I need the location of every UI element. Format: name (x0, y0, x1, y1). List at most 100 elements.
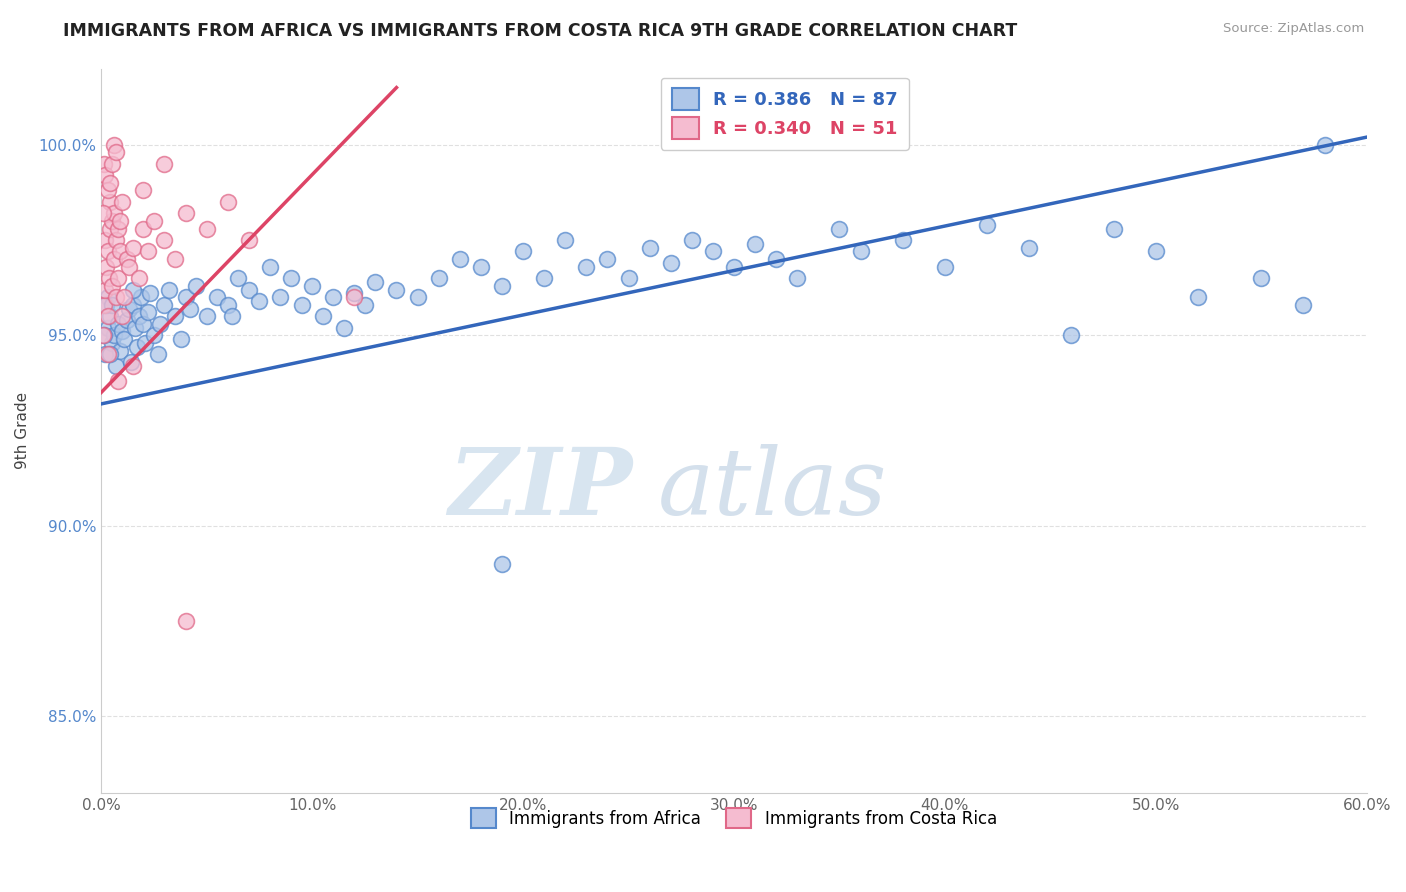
Point (427, 271, 450, 285)
Point (217, 298, 239, 312)
Point (96, 244, 118, 259)
Point (104, 233, 127, 247)
Text: Source: ZipAtlas.com: Source: ZipAtlas.com (1223, 22, 1364, 36)
Point (1144, 244, 1167, 259)
Point (226, 271, 249, 285)
Point (103, 252, 125, 266)
Point (93, 328, 115, 343)
Point (343, 286, 366, 301)
Point (1187, 290, 1209, 304)
Point (221, 310, 243, 324)
Text: atlas: atlas (658, 443, 887, 533)
Point (157, 283, 180, 297)
Point (238, 233, 260, 247)
Point (174, 206, 197, 220)
Point (146, 347, 169, 361)
Point (111, 194, 134, 209)
Point (100, 157, 122, 171)
Point (353, 298, 375, 312)
Point (247, 293, 270, 308)
Point (491, 557, 513, 571)
Text: IMMIGRANTS FROM AFRICA VS IMMIGRANTS FROM COSTA RICA 9TH GRADE CORRELATION CHART: IMMIGRANTS FROM AFRICA VS IMMIGRANTS FRO… (63, 22, 1018, 40)
Point (124, 320, 146, 334)
Legend: Immigrants from Africa, Immigrants from Costa Rica: Immigrants from Africa, Immigrants from … (464, 801, 1004, 835)
Point (91, 206, 114, 220)
Point (174, 290, 197, 304)
Point (343, 290, 366, 304)
Point (107, 271, 129, 285)
Point (681, 233, 703, 247)
Point (723, 260, 745, 274)
Point (104, 290, 127, 304)
Point (120, 355, 142, 369)
Point (128, 271, 150, 285)
Point (108, 214, 131, 228)
Point (112, 332, 135, 346)
Point (121, 283, 143, 297)
Point (301, 278, 323, 293)
Point (100, 335, 122, 350)
Point (98, 176, 121, 190)
Point (322, 290, 344, 304)
Point (94, 347, 117, 361)
Point (112, 290, 135, 304)
Point (195, 221, 218, 235)
Point (134, 335, 156, 350)
Point (115, 313, 138, 327)
Point (1102, 221, 1125, 235)
Y-axis label: 9th Grade: 9th Grade (15, 392, 30, 469)
Point (1250, 271, 1272, 285)
Point (111, 325, 134, 339)
Text: ZIP: ZIP (449, 443, 633, 533)
Point (1313, 137, 1336, 152)
Point (93, 157, 115, 171)
Point (125, 340, 148, 354)
Point (153, 233, 176, 247)
Point (96, 347, 118, 361)
Point (128, 310, 150, 324)
Point (891, 233, 914, 247)
Point (174, 614, 197, 628)
Point (512, 244, 534, 259)
Point (115, 252, 138, 266)
Point (163, 310, 186, 324)
Point (96, 310, 118, 324)
Point (107, 221, 129, 235)
Point (269, 290, 291, 304)
Point (205, 290, 228, 304)
Point (96, 290, 118, 304)
Point (132, 221, 155, 235)
Point (136, 305, 159, 319)
Point (828, 221, 851, 235)
Point (121, 241, 143, 255)
Point (94, 283, 117, 297)
Point (575, 260, 598, 274)
Point (170, 332, 193, 346)
Point (98, 310, 121, 324)
Point (107, 317, 129, 331)
Point (142, 214, 165, 228)
Point (744, 236, 766, 251)
Point (406, 290, 429, 304)
Point (184, 278, 207, 293)
Point (1018, 241, 1040, 255)
Point (142, 328, 165, 343)
Point (121, 298, 143, 312)
Point (332, 320, 354, 334)
Point (91, 328, 114, 343)
Point (259, 260, 281, 274)
Point (290, 298, 312, 312)
Point (117, 301, 139, 316)
Point (136, 244, 159, 259)
Point (280, 271, 302, 285)
Point (132, 317, 155, 331)
Point (93, 298, 115, 312)
Point (364, 275, 387, 289)
Point (153, 157, 176, 171)
Point (117, 260, 139, 274)
Point (976, 218, 998, 232)
Point (104, 145, 127, 160)
Point (849, 244, 872, 259)
Point (659, 256, 682, 270)
Point (108, 343, 131, 358)
